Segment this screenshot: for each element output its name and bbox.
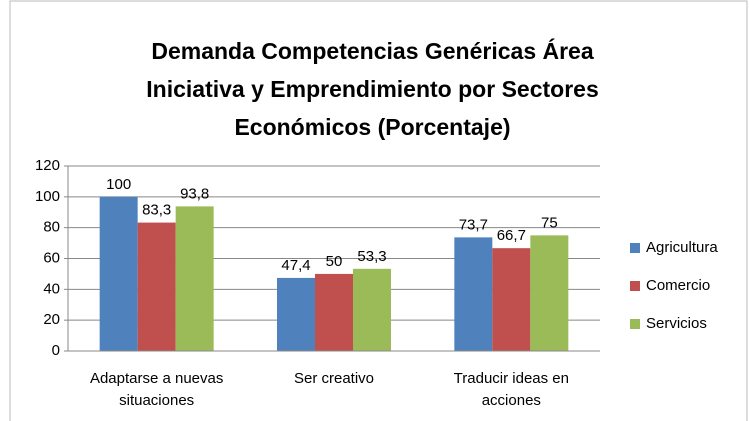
bar bbox=[492, 248, 531, 351]
x-tick-label: Ser creativo bbox=[293, 370, 375, 387]
bar bbox=[454, 237, 493, 351]
data-label: 47,4 bbox=[281, 257, 310, 274]
data-label: 100 bbox=[106, 176, 131, 193]
y-tick-label: 100 bbox=[35, 188, 60, 205]
data-label: 50 bbox=[326, 253, 343, 270]
y-tick-label: 80 bbox=[43, 219, 60, 236]
data-label: 83,3 bbox=[142, 202, 171, 219]
legend-swatch bbox=[630, 281, 640, 291]
data-label: 53,3 bbox=[357, 248, 386, 265]
bar bbox=[137, 222, 176, 351]
y-tick-label: 20 bbox=[43, 311, 60, 328]
legend-swatch bbox=[630, 243, 640, 253]
y-tick-label: 0 bbox=[52, 342, 60, 359]
data-label: 75 bbox=[541, 214, 558, 231]
bar bbox=[353, 268, 391, 351]
bar bbox=[315, 273, 353, 351]
bar bbox=[175, 206, 214, 351]
legend-swatch bbox=[630, 319, 640, 329]
bar bbox=[530, 235, 569, 351]
y-tick-label: 60 bbox=[43, 249, 60, 266]
bar bbox=[99, 196, 138, 351]
bar bbox=[277, 277, 315, 351]
x-tick-label: Adaptarse a nuevas situaciones bbox=[89, 370, 224, 409]
y-tick-label: 120 bbox=[35, 157, 60, 174]
y-tick-label: 40 bbox=[43, 280, 60, 297]
data-label: 66,7 bbox=[497, 227, 526, 244]
data-label: 93,8 bbox=[180, 185, 209, 202]
legend-label: Agricultura bbox=[646, 239, 718, 256]
chart-title: Demanda Competencias Genéricas Área Inic… bbox=[146, 38, 599, 140]
x-tick-label: Traducir ideas en acciones bbox=[453, 370, 569, 409]
legend-label: Comercio bbox=[646, 277, 710, 294]
data-label: 73,7 bbox=[459, 216, 488, 233]
chart-border bbox=[9, 0, 748, 421]
legend-label: Servicios bbox=[646, 315, 707, 332]
